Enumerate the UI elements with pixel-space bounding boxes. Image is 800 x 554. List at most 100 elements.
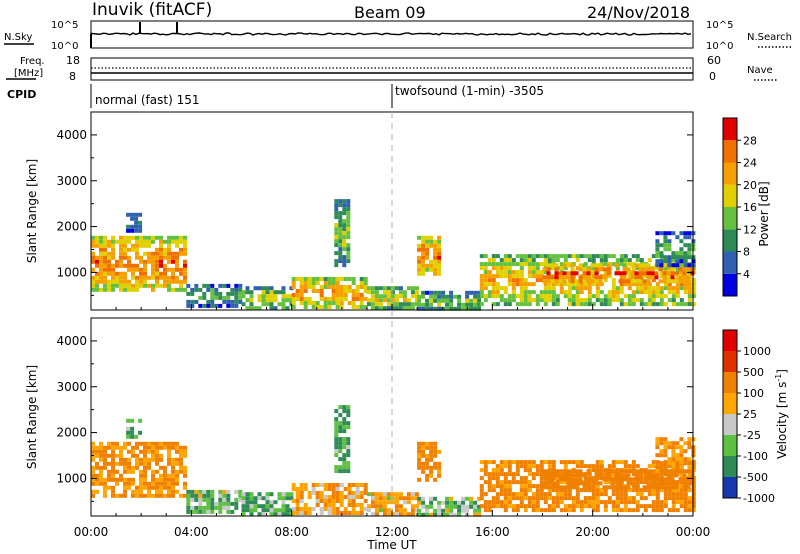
data-cell — [342, 453, 347, 458]
data-cell — [323, 285, 328, 289]
data-cell — [582, 267, 587, 272]
data-cell — [99, 453, 103, 458]
data-cell — [311, 289, 316, 293]
colorbar-swatch — [723, 372, 737, 393]
data-cell — [606, 267, 611, 272]
data-cell — [175, 255, 179, 260]
data-cell — [675, 259, 680, 264]
data-cell — [249, 496, 254, 501]
data-cell — [91, 469, 95, 474]
data-cell — [119, 247, 123, 252]
data-cell — [338, 255, 343, 260]
data-cell — [666, 271, 671, 276]
data-cell — [363, 289, 368, 293]
data-cell — [678, 469, 683, 474]
data-cell — [535, 302, 540, 307]
data-cell — [323, 277, 328, 281]
data-cell — [575, 290, 580, 295]
data-cell — [179, 469, 183, 474]
data-cell — [107, 485, 111, 490]
station-title: Inuvik (fitACF) — [92, 0, 212, 20]
data-cell — [257, 298, 262, 303]
data-cell — [687, 465, 692, 470]
data-cell — [667, 282, 672, 287]
data-cell — [461, 496, 466, 501]
data-cell — [421, 259, 426, 264]
data-cell — [374, 306, 379, 311]
data-cell — [683, 461, 688, 466]
data-cell — [659, 504, 664, 509]
data-cell — [682, 271, 687, 276]
data-cell — [527, 274, 532, 279]
data-cell — [210, 497, 215, 502]
data-cell — [667, 441, 672, 446]
data-cell — [503, 476, 508, 481]
data-cell — [615, 508, 620, 513]
data-cell — [587, 302, 592, 307]
data-cell — [539, 254, 544, 259]
data-cell — [139, 473, 143, 478]
colorbar-tick-label: -25 — [743, 429, 761, 442]
data-cell — [151, 255, 155, 260]
colorbar-tick-label: 24 — [743, 157, 757, 170]
data-cell — [99, 279, 103, 284]
data-cell — [631, 488, 636, 493]
data-cell — [390, 512, 395, 517]
data-cell — [95, 271, 99, 276]
data-cell — [437, 298, 442, 303]
data-cell — [151, 263, 155, 268]
data-cell — [495, 302, 500, 307]
data-cell — [615, 488, 620, 493]
data-cell — [139, 469, 143, 474]
data-cell — [323, 487, 328, 491]
data-cell — [151, 271, 155, 276]
data-cell — [559, 460, 564, 465]
data-cell — [343, 285, 348, 289]
data-cell — [355, 487, 360, 491]
data-cell — [339, 289, 344, 293]
data-cell — [414, 504, 419, 509]
data-cell — [257, 496, 262, 501]
data-cell — [647, 258, 652, 263]
data-cell — [374, 302, 379, 307]
data-cell — [618, 473, 623, 478]
data-cell — [445, 496, 450, 501]
data-cell — [614, 271, 619, 276]
cpid-mode-1: twofsound (1-min) -3505 — [395, 84, 544, 98]
data-cell — [663, 453, 668, 458]
data-cell — [499, 286, 504, 291]
data-cell — [659, 290, 664, 295]
data-cell — [359, 301, 364, 305]
data-cell — [91, 275, 95, 280]
data-cell — [338, 457, 343, 462]
data-cell — [591, 274, 596, 279]
data-cell — [119, 243, 123, 248]
data-cell — [551, 290, 556, 295]
data-cell — [386, 512, 391, 517]
data-cell — [495, 464, 500, 469]
data-cell — [546, 485, 551, 490]
data-cell — [143, 283, 147, 288]
x-tick-label: 00:00 — [676, 525, 711, 539]
data-cell — [138, 212, 143, 217]
data-cell — [461, 504, 466, 509]
data-cell — [659, 437, 664, 442]
freq-panel-frame — [90, 57, 694, 81]
data-cell — [190, 291, 195, 296]
data-cell — [414, 492, 419, 497]
data-cell — [179, 465, 183, 470]
data-cell — [547, 504, 552, 509]
data-cell — [674, 469, 679, 474]
data-cell — [571, 254, 576, 259]
data-cell — [155, 453, 159, 458]
data-cell — [107, 283, 111, 288]
data-cell — [151, 251, 155, 256]
data-cell — [437, 290, 442, 295]
data-cell — [281, 294, 286, 299]
data-cell — [686, 481, 691, 486]
data-cell — [331, 289, 336, 293]
data-cell — [131, 235, 135, 240]
data-cell — [210, 489, 215, 494]
data-cell — [483, 298, 488, 303]
